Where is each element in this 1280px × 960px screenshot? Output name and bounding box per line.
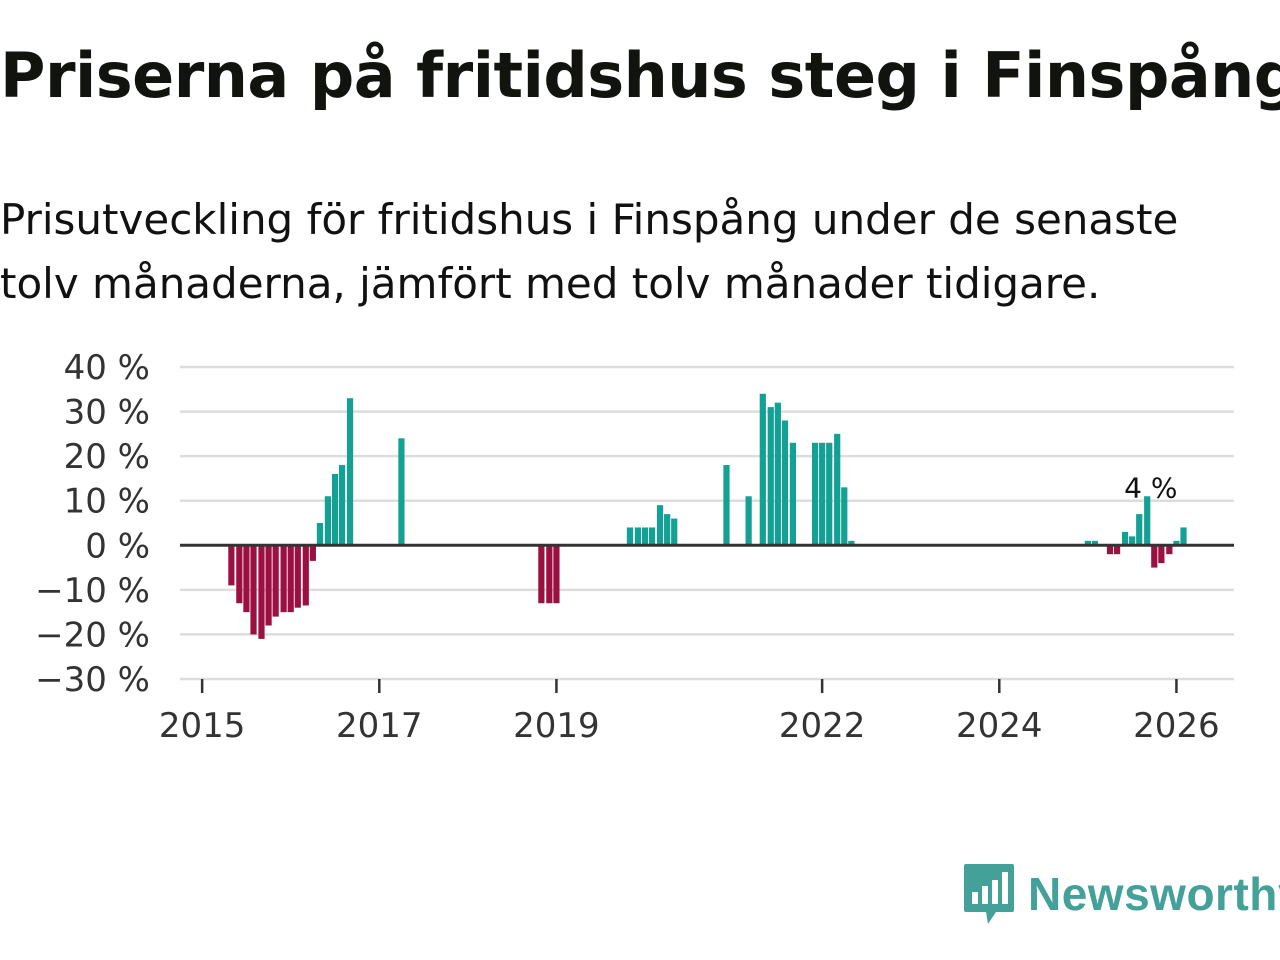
- bar: [1129, 536, 1136, 546]
- bar: [331, 473, 339, 546]
- chart-subtitle: Prisutveckling för fritidshus i Finspång…: [0, 195, 1179, 308]
- bar: [265, 545, 272, 626]
- bar: [848, 540, 855, 546]
- y-tick-label: −10 %: [35, 571, 150, 611]
- y-tick-label: −30 %: [35, 660, 150, 700]
- bar: [553, 545, 560, 604]
- latest-value-annotation: 4 %: [1124, 471, 1177, 504]
- bar: [546, 545, 553, 604]
- x-tick-label: 2024: [956, 706, 1043, 746]
- bar: [338, 465, 346, 546]
- bar: [841, 487, 848, 546]
- x-tick-label: 2026: [1133, 706, 1220, 746]
- bar: [834, 433, 841, 546]
- bar: [648, 527, 656, 546]
- bar: [819, 442, 826, 546]
- bar: [236, 545, 243, 604]
- bar: [671, 518, 678, 546]
- bar: [258, 545, 265, 639]
- bars: [228, 393, 1187, 639]
- bar: [826, 442, 833, 546]
- bar: [759, 393, 766, 546]
- bar: [250, 545, 257, 635]
- bar: [309, 545, 316, 561]
- brand-name: Newsworthy: [1028, 868, 1280, 920]
- bar: [1121, 531, 1129, 546]
- bar: [1158, 545, 1165, 564]
- y-tick-label: 20 %: [64, 437, 150, 477]
- bar: [316, 523, 324, 546]
- bar: [789, 442, 797, 546]
- x-tick-label: 2019: [513, 706, 600, 746]
- bar: [767, 407, 774, 546]
- bar: [1136, 514, 1143, 546]
- bar: [1091, 540, 1099, 546]
- y-tick-label: −20 %: [35, 615, 150, 655]
- bar: [1173, 540, 1180, 546]
- x-tick-label: 2015: [159, 706, 246, 746]
- y-tick-label: 40 %: [64, 348, 150, 388]
- bar: [634, 527, 642, 546]
- bar: [243, 545, 250, 613]
- bar: [781, 420, 789, 546]
- y-tick-label: 0 %: [85, 526, 150, 566]
- bar: [538, 545, 545, 604]
- bar: [1180, 527, 1187, 546]
- y-tick-label: 30 %: [64, 393, 150, 433]
- bar: [324, 496, 332, 546]
- tick-labels: 40 % 30 %20 % 10 %0 % −10 %−20 % −30 %2015 20…: [35, 348, 1220, 746]
- bar: [280, 545, 287, 613]
- bar: [723, 465, 730, 546]
- bar-chart: 40 % 30 %20 % 10 %0 % −10 %−20 % −30 %2015 20…: [35, 348, 1234, 746]
- bar: [398, 438, 405, 546]
- bar: [272, 545, 279, 617]
- y-tick-label: 10 %: [64, 482, 150, 522]
- bar: [294, 545, 301, 608]
- bar: [287, 545, 294, 613]
- bar: [1166, 545, 1173, 555]
- x-tick-label: 2017: [336, 706, 423, 746]
- bar: [346, 398, 354, 546]
- bar: [302, 545, 309, 606]
- newsworthy-brand: Newsworthy: [962, 862, 1280, 926]
- bar: [1106, 545, 1114, 555]
- bar: [664, 514, 671, 546]
- bar: [1144, 496, 1151, 546]
- bar: [745, 496, 752, 546]
- bar: [626, 527, 634, 546]
- bar: [228, 545, 235, 586]
- bar: [641, 527, 649, 546]
- bar: [1151, 545, 1158, 568]
- bar: [811, 442, 819, 546]
- bar: [774, 402, 781, 546]
- bar: [656, 505, 664, 546]
- axes: [180, 543, 1234, 693]
- chart-title: Priserna på fritidshus steg i Finspång: [0, 39, 1280, 112]
- bar: [1113, 545, 1121, 555]
- newsworthy-logo-icon: [964, 864, 1014, 924]
- x-tick-label: 2022: [779, 706, 866, 746]
- bar: [1084, 540, 1091, 546]
